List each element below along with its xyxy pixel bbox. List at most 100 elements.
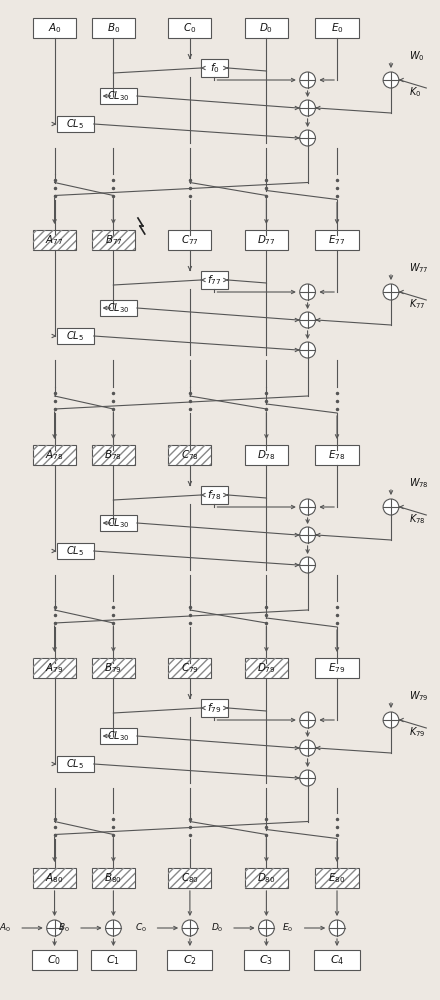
Bar bbox=[33, 230, 76, 250]
Text: $E_{77}$: $E_{77}$ bbox=[329, 233, 345, 247]
Text: $f_{78}$: $f_{78}$ bbox=[207, 488, 222, 502]
Bar bbox=[56, 756, 94, 772]
Bar bbox=[169, 230, 212, 250]
Bar bbox=[100, 88, 137, 104]
Text: $C_0$: $C_0$ bbox=[135, 922, 147, 934]
Circle shape bbox=[300, 712, 315, 728]
Bar bbox=[245, 230, 288, 250]
Bar bbox=[33, 868, 76, 888]
Bar bbox=[33, 18, 76, 38]
Circle shape bbox=[300, 312, 315, 328]
Bar bbox=[245, 445, 288, 465]
Text: $D_0$: $D_0$ bbox=[211, 922, 224, 934]
Text: $B_{0}$: $B_{0}$ bbox=[107, 21, 120, 35]
Bar bbox=[245, 18, 288, 38]
Circle shape bbox=[300, 740, 315, 756]
Text: $C_{0}$: $C_{0}$ bbox=[183, 21, 197, 35]
Circle shape bbox=[383, 284, 399, 300]
Text: $W_{0}$: $W_{0}$ bbox=[409, 49, 424, 63]
Text: $C_4$: $C_4$ bbox=[330, 953, 344, 967]
Bar bbox=[56, 116, 94, 132]
Text: $CL_{5}$: $CL_{5}$ bbox=[66, 117, 84, 131]
Text: $K_{0}$: $K_{0}$ bbox=[409, 85, 421, 99]
Bar bbox=[169, 868, 212, 888]
Text: $W_{78}$: $W_{78}$ bbox=[409, 476, 429, 490]
Text: $D_{79}$: $D_{79}$ bbox=[257, 661, 276, 675]
Text: $C_1$: $C_1$ bbox=[106, 953, 121, 967]
Text: $C_{77}$: $C_{77}$ bbox=[181, 233, 199, 247]
Bar bbox=[169, 658, 212, 678]
Bar bbox=[315, 868, 359, 888]
Text: $CL_{5}$: $CL_{5}$ bbox=[66, 757, 84, 771]
Text: $CL_{30}$: $CL_{30}$ bbox=[107, 301, 129, 315]
Bar bbox=[100, 300, 137, 316]
Text: $D_{80}$: $D_{80}$ bbox=[257, 871, 276, 885]
Bar bbox=[245, 868, 288, 888]
Bar bbox=[92, 445, 135, 465]
Bar bbox=[169, 18, 212, 38]
Bar bbox=[92, 658, 135, 678]
Text: $K_{78}$: $K_{78}$ bbox=[409, 512, 425, 526]
Bar bbox=[315, 950, 359, 970]
Bar bbox=[92, 18, 135, 38]
Text: $E_{78}$: $E_{78}$ bbox=[328, 448, 346, 462]
Text: $C_{80}$: $C_{80}$ bbox=[181, 871, 199, 885]
Text: $C_{79}$: $C_{79}$ bbox=[181, 661, 199, 675]
Circle shape bbox=[383, 72, 399, 88]
Circle shape bbox=[300, 770, 315, 786]
Bar bbox=[245, 658, 288, 678]
Bar bbox=[92, 230, 135, 250]
Bar bbox=[315, 658, 359, 678]
Bar bbox=[92, 868, 135, 888]
Text: $B_{78}$: $B_{78}$ bbox=[104, 448, 122, 462]
Text: $CL_{5}$: $CL_{5}$ bbox=[66, 544, 84, 558]
Circle shape bbox=[106, 920, 121, 936]
Text: $D_{78}$: $D_{78}$ bbox=[257, 448, 276, 462]
Bar bbox=[92, 230, 135, 250]
Circle shape bbox=[300, 130, 315, 146]
Text: $W_{77}$: $W_{77}$ bbox=[409, 261, 428, 275]
Bar bbox=[92, 868, 135, 888]
Text: $f_{77}$: $f_{77}$ bbox=[207, 273, 221, 287]
Circle shape bbox=[300, 342, 315, 358]
Bar bbox=[100, 515, 137, 531]
Bar bbox=[56, 328, 94, 344]
Circle shape bbox=[383, 499, 399, 515]
Bar bbox=[167, 950, 213, 970]
Text: $A_{78}$: $A_{78}$ bbox=[45, 448, 64, 462]
Bar bbox=[100, 728, 137, 744]
Bar bbox=[56, 543, 94, 559]
Text: $A_{80}$: $A_{80}$ bbox=[45, 871, 64, 885]
Bar bbox=[315, 18, 359, 38]
Bar bbox=[245, 658, 288, 678]
Bar bbox=[169, 445, 212, 465]
Bar bbox=[315, 445, 359, 465]
Circle shape bbox=[300, 527, 315, 543]
Bar bbox=[169, 658, 212, 678]
Text: $CL_{30}$: $CL_{30}$ bbox=[107, 729, 129, 743]
Text: $E_0$: $E_0$ bbox=[282, 922, 293, 934]
Text: $CL_{5}$: $CL_{5}$ bbox=[66, 329, 84, 343]
Text: $D_{77}$: $D_{77}$ bbox=[257, 233, 276, 247]
Text: $E_{0}$: $E_{0}$ bbox=[331, 21, 343, 35]
Bar bbox=[244, 950, 289, 970]
Text: $K_{77}$: $K_{77}$ bbox=[409, 297, 425, 311]
Bar bbox=[315, 230, 359, 250]
Bar bbox=[201, 59, 228, 77]
Bar bbox=[315, 868, 359, 888]
Bar bbox=[169, 868, 212, 888]
Bar bbox=[201, 486, 228, 504]
Text: $C_2$: $C_2$ bbox=[183, 953, 197, 967]
Bar bbox=[201, 699, 228, 717]
Text: $f_{0}$: $f_{0}$ bbox=[209, 61, 219, 75]
Circle shape bbox=[329, 920, 345, 936]
Circle shape bbox=[300, 72, 315, 88]
Text: $CL_{30}$: $CL_{30}$ bbox=[107, 89, 129, 103]
Bar bbox=[32, 950, 77, 970]
Bar bbox=[33, 445, 76, 465]
Text: $B_{80}$: $B_{80}$ bbox=[104, 871, 122, 885]
Text: $E_{80}$: $E_{80}$ bbox=[328, 871, 346, 885]
Bar bbox=[33, 230, 76, 250]
Circle shape bbox=[259, 920, 274, 936]
Bar bbox=[33, 445, 76, 465]
